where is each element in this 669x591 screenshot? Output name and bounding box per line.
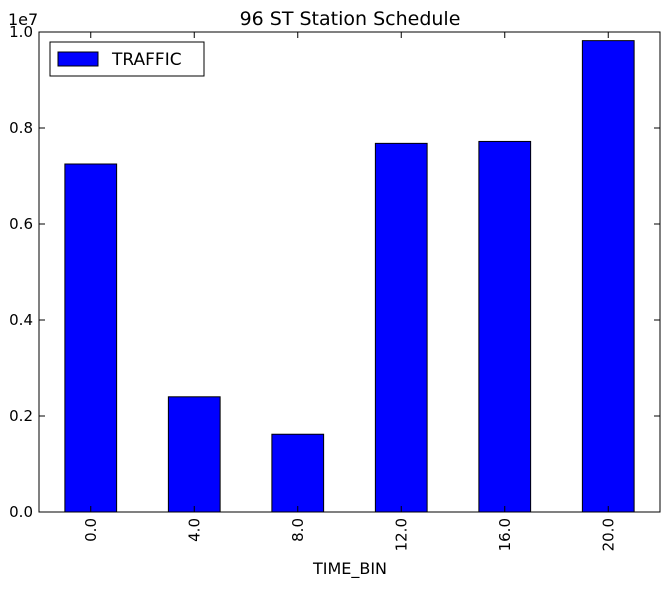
x-tick-label: 12.0 (392, 518, 410, 551)
bar-4.0 (167, 396, 221, 513)
legend-label: TRAFFIC (111, 50, 182, 70)
x-axis-label: TIME_BIN (312, 559, 387, 579)
x-tick-label: 0.0 (82, 518, 100, 542)
x-tick-label: 20.0 (599, 518, 617, 551)
y-tick-label: 0.8 (9, 119, 33, 137)
bar-0.0 (64, 163, 118, 513)
bar-20.0 (581, 40, 635, 513)
y-tick-label: 0.4 (9, 311, 33, 329)
x-tick-label: 16.0 (496, 518, 514, 551)
plot-frame (38, 31, 661, 513)
bar-12.0 (374, 142, 428, 513)
y-tick-label: 0.6 (9, 215, 33, 233)
legend-swatch (57, 51, 99, 67)
y-tick-label: 0.0 (9, 503, 33, 521)
y-offset-label: 1e7 (8, 10, 38, 29)
y-tick-label: 1.0 (9, 23, 33, 41)
chart-title: 96 ST Station Schedule (240, 8, 461, 30)
bar-8.0 (271, 433, 325, 513)
bar-16.0 (478, 140, 532, 513)
x-tick-label: 4.0 (185, 518, 203, 542)
x-tick-label: 8.0 (289, 518, 307, 542)
y-tick-label: 0.2 (9, 407, 33, 425)
